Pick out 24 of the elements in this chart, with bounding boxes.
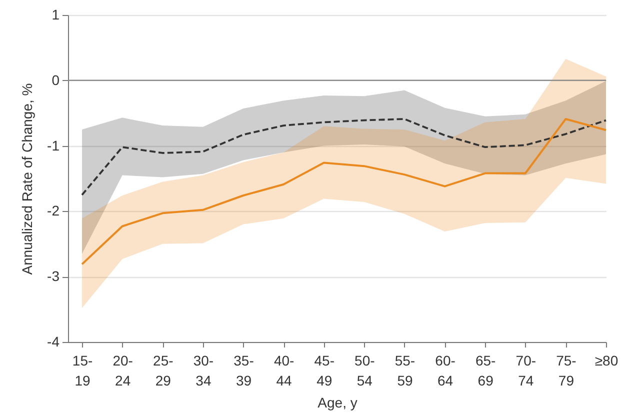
y-tick-label: -4 <box>47 334 60 350</box>
x-tick-label: 50-54 <box>354 352 376 388</box>
x-tick-label: 60-64 <box>435 352 456 388</box>
x-axis-title: Age, y <box>318 394 358 410</box>
x-tick-label: 30-34 <box>193 352 214 388</box>
x-tick-label: 45-49 <box>314 352 335 388</box>
y-tick-label: 0 <box>52 72 60 88</box>
x-tick-label: 40-44 <box>274 352 295 388</box>
x-tick-label: ≥80 <box>594 352 618 368</box>
y-axis-title: Annualized Rate of Change, % <box>19 83 36 275</box>
x-tick-label: 75-79 <box>556 352 577 388</box>
x-tick-label: 25-29 <box>153 352 174 388</box>
y-tick-label: -3 <box>47 268 60 284</box>
x-tick-label: 65-69 <box>475 352 496 388</box>
x-tick-label: 70-74 <box>516 352 536 388</box>
x-tick-label: 20-24 <box>112 352 134 388</box>
x-tick-label: 55-59 <box>394 352 416 388</box>
y-tick-label: -1 <box>47 137 60 154</box>
y-tick-label: -2 <box>47 202 60 219</box>
y-tick-label: 1 <box>52 6 60 22</box>
line-series <box>81 118 607 266</box>
line-series <box>81 118 607 196</box>
x-tick-label: 35-39 <box>234 352 254 388</box>
x-tick-label: 15-19 <box>72 352 93 388</box>
